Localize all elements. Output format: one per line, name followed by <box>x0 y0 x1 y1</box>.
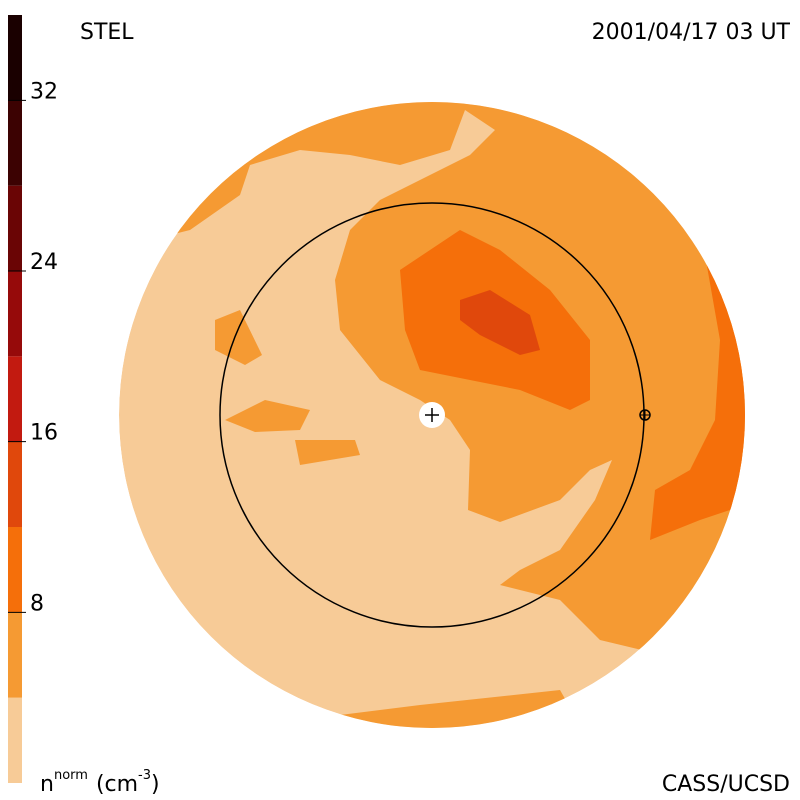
label-unit: (cm <box>96 772 138 797</box>
colorbar: 8 16 24 32 <box>8 15 58 783</box>
level-region <box>460 290 540 355</box>
colorbar-tick-label: 32 <box>30 79 58 104</box>
label-unit-sup: -3 <box>138 768 151 783</box>
colorbar-band <box>8 356 22 442</box>
colorbar-band <box>8 271 22 357</box>
colorbar-label: nnorm (cm-3) <box>40 768 160 798</box>
density-map <box>119 102 745 728</box>
title-left: STEL <box>80 20 134 45</box>
colorbar-tick-label: 24 <box>30 250 58 275</box>
label-sup: norm <box>54 768 88 783</box>
colorbar-band <box>8 100 22 186</box>
title-right: 2001/04/17 03 UT <box>592 20 791 45</box>
colorbar-band <box>8 612 22 698</box>
colorbar-band <box>8 15 22 101</box>
label-base: n <box>40 772 54 797</box>
credit: CASS/UCSD <box>662 772 790 797</box>
colorbar-band <box>8 527 22 613</box>
colorbar-tick-label: 8 <box>30 591 44 616</box>
earth-cross <box>640 410 650 420</box>
colorbar-tick-label: 16 <box>30 421 58 446</box>
label-close: ) <box>151 772 160 797</box>
sun-cross <box>425 408 439 422</box>
colorbar-band <box>8 185 22 271</box>
colorbar-band <box>8 697 22 783</box>
colorbar-band <box>8 441 22 527</box>
